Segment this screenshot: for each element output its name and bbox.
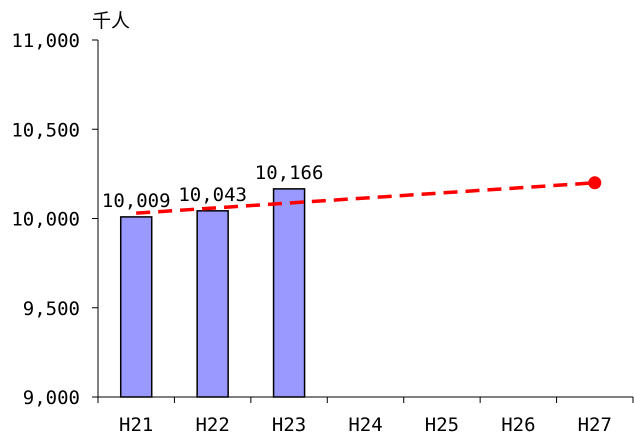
trend-end-marker [588, 176, 602, 190]
y-tick-label: 9,500 [23, 298, 80, 320]
bar-H21 [119, 216, 153, 398]
data-label-H23: 10,166 [255, 162, 324, 184]
bar-H23 [272, 188, 306, 398]
x-tick-label: H21 [119, 414, 153, 436]
x-tick-label: H25 [425, 414, 459, 436]
y-axis-unit-label: 千人 [92, 10, 130, 32]
x-tick-label: H22 [195, 414, 229, 436]
y-tick-label: 10,500 [11, 119, 80, 141]
x-tick-label: H23 [272, 414, 306, 436]
data-label-H21: 10,009 [102, 190, 171, 212]
y-tick-label: 9,000 [23, 387, 80, 409]
data-label-H22: 10,043 [178, 184, 247, 206]
bar-H22 [196, 210, 229, 398]
x-tick-label: H24 [348, 414, 382, 436]
x-tick-label: H26 [501, 414, 535, 436]
x-tick-label: H27 [578, 414, 612, 436]
y-tick-label: 10,000 [11, 209, 80, 231]
y-tick-label: 11,000 [11, 30, 80, 52]
trend-line [136, 181, 595, 215]
plot-area: 9,000 9,500 10,000 10,500 11,000 H21 H22 H23 H24… [11, 30, 634, 436]
